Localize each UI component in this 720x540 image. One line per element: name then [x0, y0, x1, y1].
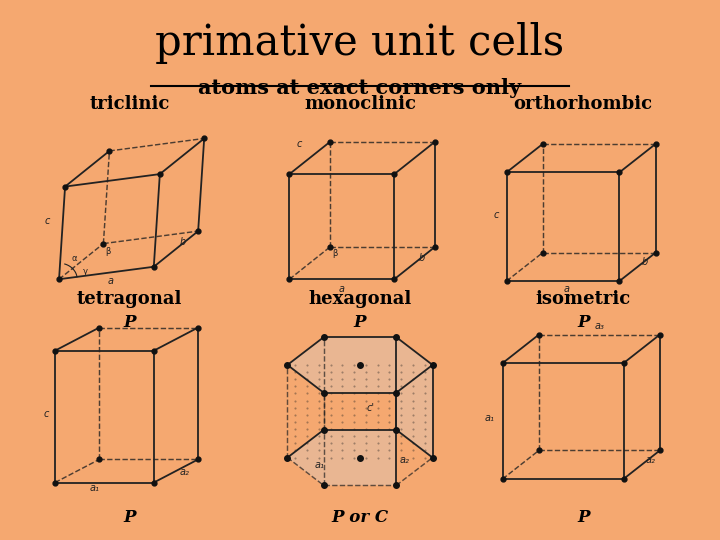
Text: b: b	[418, 253, 425, 264]
Text: a₁: a₁	[89, 483, 99, 494]
Text: P: P	[123, 509, 136, 525]
Text: a₁: a₁	[485, 413, 495, 423]
Text: a₂: a₂	[646, 455, 656, 465]
Text: P: P	[577, 509, 590, 525]
Text: c: c	[45, 216, 50, 226]
Text: c: c	[296, 139, 302, 150]
Text: a: a	[564, 284, 570, 294]
Text: a: a	[107, 276, 114, 286]
Text: β: β	[105, 247, 111, 256]
Text: P: P	[577, 314, 590, 331]
Text: hexagonal: hexagonal	[308, 290, 412, 308]
Text: monoclinic: monoclinic	[304, 96, 416, 113]
Text: γ: γ	[84, 267, 89, 276]
Text: orthorhombic: orthorhombic	[513, 96, 653, 113]
Text: a₂: a₂	[400, 455, 409, 465]
Text: a: a	[339, 284, 345, 294]
Text: tetragonal: tetragonal	[77, 290, 182, 308]
Text: P or C: P or C	[331, 509, 389, 525]
Text: b: b	[642, 257, 648, 267]
Text: c': c'	[366, 403, 374, 413]
Polygon shape	[287, 337, 433, 485]
Text: isometric: isometric	[536, 290, 631, 308]
Text: atoms at exact corners only: atoms at exact corners only	[199, 78, 521, 98]
Text: β: β	[332, 249, 337, 258]
Text: c: c	[44, 409, 49, 419]
Text: triclinic: triclinic	[89, 96, 170, 113]
Text: P: P	[354, 314, 366, 331]
Text: c: c	[493, 210, 498, 220]
Text: a₃: a₃	[595, 321, 604, 332]
Text: P: P	[123, 314, 136, 331]
Text: primative unit cells: primative unit cells	[156, 22, 564, 64]
Text: a₂: a₂	[180, 467, 190, 476]
Text: b: b	[180, 238, 186, 247]
Text: α: α	[71, 254, 76, 264]
Text: a₁: a₁	[315, 460, 325, 470]
